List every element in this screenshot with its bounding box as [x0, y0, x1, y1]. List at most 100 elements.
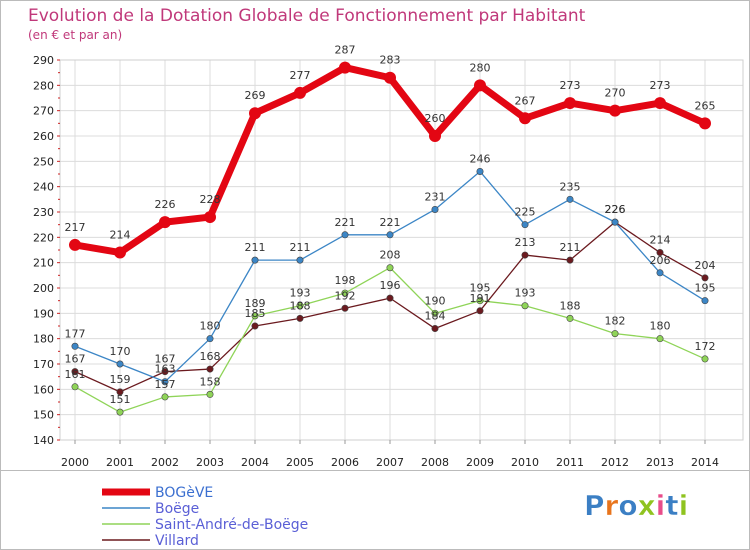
data-label: 260	[425, 112, 446, 125]
y-tick-label: 190	[33, 307, 54, 320]
x-tick-label: 2011	[556, 456, 584, 469]
x-tick-label: 2005	[286, 456, 314, 469]
data-label: 177	[65, 327, 86, 340]
logo-letter: P	[584, 489, 605, 522]
legend-entry: Boëge	[155, 501, 199, 517]
data-label: 226	[605, 203, 626, 216]
data-point	[386, 294, 394, 302]
data-label: 195	[695, 282, 716, 295]
data-point	[609, 104, 621, 117]
data-label: 273	[560, 79, 581, 92]
data-point	[701, 274, 709, 282]
x-tick-label: 2009	[466, 456, 494, 469]
y-tick-label: 260	[33, 130, 54, 143]
data-point	[341, 231, 349, 239]
data-label: 151	[110, 393, 131, 406]
data-label: 226	[155, 198, 176, 211]
x-tick-label: 2000	[61, 456, 89, 469]
legend-entry: Saint-André-de-Boëge	[155, 517, 308, 533]
data-label: 172	[695, 340, 716, 353]
y-tick-label: 180	[33, 333, 54, 346]
data-point	[386, 264, 394, 272]
data-label: 193	[515, 287, 536, 300]
data-label: 211	[245, 241, 266, 254]
data-label: 217	[65, 221, 86, 234]
data-point	[476, 307, 484, 315]
logo-letter: x	[638, 489, 656, 522]
y-tick-label: 280	[33, 79, 54, 92]
data-point	[476, 167, 484, 175]
x-axis: 2000 2001 2002 2003 2004 2005 2006 2007 2008 2009…	[61, 440, 719, 469]
y-tick-label: 140	[33, 434, 54, 447]
data-label: 192	[335, 289, 356, 302]
data-point	[341, 304, 349, 312]
data-point	[116, 388, 124, 396]
x-tick-label: 2001	[106, 456, 134, 469]
x-tick-label: 2012	[601, 456, 629, 469]
data-point	[71, 368, 79, 376]
data-label: 277	[290, 69, 311, 82]
logo-letter: i	[679, 489, 689, 522]
data-label: 189	[245, 297, 266, 310]
data-point	[71, 342, 79, 350]
data-point	[386, 231, 394, 239]
data-label: 231	[425, 190, 446, 203]
data-point	[251, 322, 259, 330]
data-label: 190	[425, 294, 446, 307]
y-tick-label: 290	[33, 54, 54, 67]
data-label: 180	[200, 320, 221, 333]
data-point	[161, 368, 169, 376]
y-tick-label: 240	[33, 181, 54, 194]
data-point	[251, 256, 259, 264]
x-tick-label: 2008	[421, 456, 449, 469]
data-label: 188	[560, 299, 581, 312]
logo-letter: o	[618, 489, 637, 522]
data-label: 196	[380, 279, 401, 292]
data-point	[519, 112, 531, 125]
data-label: 198	[335, 274, 356, 287]
data-point	[384, 71, 396, 84]
data-label: 283	[380, 54, 401, 67]
data-label: 193	[290, 287, 311, 300]
x-tick-label: 2004	[241, 456, 269, 469]
data-point	[296, 302, 304, 310]
data-point	[521, 251, 529, 259]
data-point	[114, 246, 126, 259]
data-label: 265	[695, 99, 716, 112]
data-label: 221	[335, 216, 356, 229]
logo-letter: i	[656, 489, 666, 522]
logo-letter: t	[665, 489, 678, 522]
data-label: 158	[200, 375, 221, 388]
data-label: 191	[470, 292, 491, 305]
data-label: 221	[380, 216, 401, 229]
data-label: 161	[65, 368, 86, 381]
series-group	[69, 61, 711, 416]
y-tick-label: 210	[33, 257, 54, 270]
data-label: 269	[245, 89, 266, 102]
data-label: 228	[200, 193, 221, 206]
data-point	[521, 302, 529, 310]
data-label: 214	[650, 234, 671, 247]
chart-title: Evolution de la Dotation Globale de Fonc…	[28, 6, 586, 26]
y-tick-label: 170	[33, 358, 54, 371]
data-label: 287	[335, 44, 356, 57]
y-tick-label: 150	[33, 409, 54, 422]
data-point	[429, 130, 441, 142]
data-point	[566, 256, 574, 264]
data-point	[699, 117, 711, 130]
data-point	[431, 205, 439, 213]
y-tick-label: 230	[33, 206, 54, 219]
data-label: 213	[515, 236, 536, 249]
data-point	[296, 314, 304, 322]
data-label: 225	[515, 206, 536, 219]
data-point	[251, 312, 259, 320]
y-tick-label: 160	[33, 383, 54, 396]
data-label: 168	[200, 350, 221, 363]
data-point	[69, 238, 81, 251]
data-point	[116, 408, 124, 416]
data-label: 208	[380, 249, 401, 262]
data-label: 163	[155, 363, 176, 376]
data-label: 157	[155, 378, 176, 391]
